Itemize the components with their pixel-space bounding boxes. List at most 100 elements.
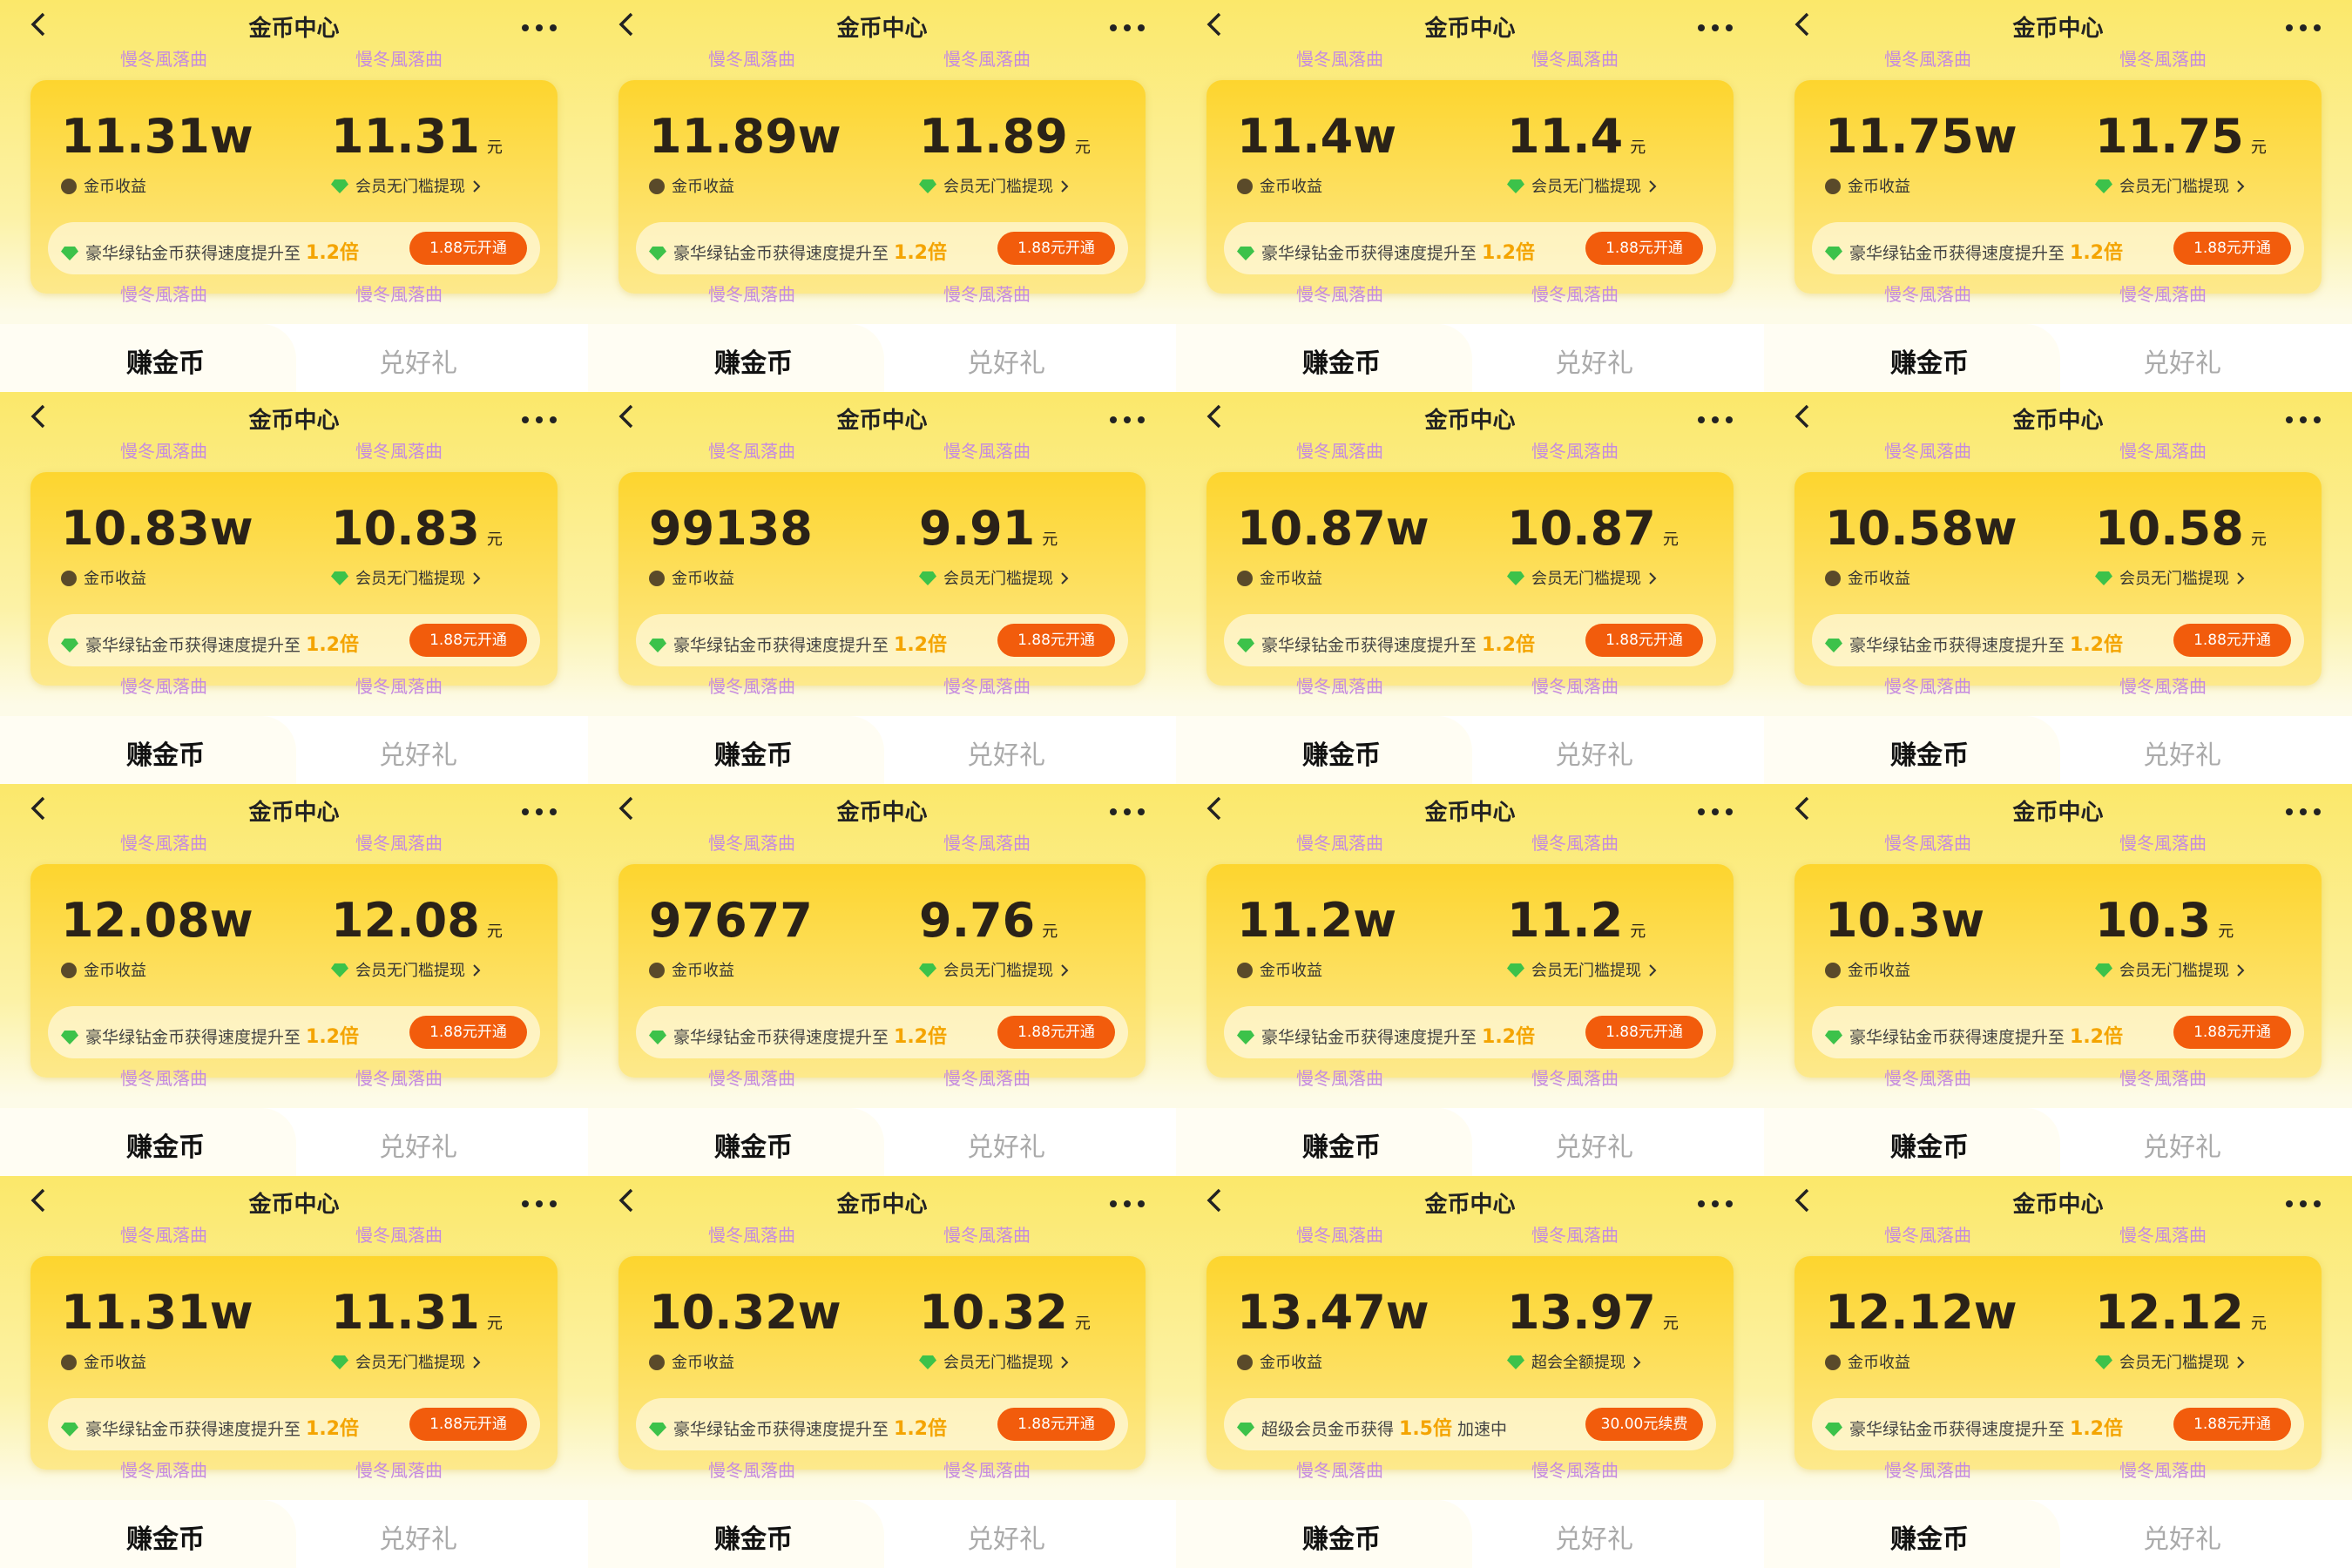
more-button[interactable] bbox=[2282, 803, 2324, 815]
tab-redeem[interactable]: 兑好礼 bbox=[379, 740, 457, 771]
promo-prefix: 豪华绿钻金币获得速度提升至 bbox=[1849, 636, 2065, 655]
tab-earn[interactable]: 赚金币 bbox=[126, 1524, 205, 1555]
more-button[interactable] bbox=[1106, 1195, 1148, 1207]
tab-redeem[interactable]: 兑好礼 bbox=[379, 1524, 457, 1555]
withdraw-link[interactable]: 超会全额提现 bbox=[1507, 1350, 1643, 1373]
back-button[interactable] bbox=[26, 401, 52, 432]
vip-button[interactable]: 1.88元开通 bbox=[997, 624, 1115, 657]
back-button[interactable] bbox=[1202, 9, 1228, 40]
vip-button[interactable]: 1.88元开通 bbox=[2173, 1408, 2291, 1441]
more-button[interactable] bbox=[518, 19, 560, 31]
more-button[interactable] bbox=[1694, 1195, 1736, 1207]
tab-earn[interactable]: 赚金币 bbox=[126, 740, 205, 771]
more-button[interactable] bbox=[1106, 803, 1148, 815]
vip-button[interactable]: 1.88元开通 bbox=[409, 232, 527, 265]
vip-button[interactable]: 1.88元开通 bbox=[2173, 1016, 2291, 1049]
withdraw-link[interactable]: 会员无门槛提现 bbox=[1507, 566, 1659, 589]
withdraw-link[interactable]: 会员无门槛提现 bbox=[1507, 174, 1659, 197]
tab-earn[interactable]: 赚金币 bbox=[126, 1132, 205, 1163]
tab-earn[interactable]: 赚金币 bbox=[1302, 1132, 1381, 1163]
app-screenshot: 金币中心慢冬風落曲慢冬風落曲慢冬風落曲慢冬風落曲慢冬風落曲慢冬風落曲12.12w… bbox=[1764, 1176, 2352, 1568]
back-button[interactable] bbox=[1202, 1185, 1228, 1216]
more-button[interactable] bbox=[518, 1195, 560, 1207]
vip-button[interactable]: 1.88元开通 bbox=[1585, 232, 1703, 265]
withdraw-link[interactable]: 会员无门槛提现 bbox=[2095, 958, 2247, 981]
vip-button[interactable]: 30.00元续费 bbox=[1585, 1408, 1703, 1441]
vip-button[interactable]: 1.88元开通 bbox=[997, 232, 1115, 265]
more-button[interactable] bbox=[2282, 411, 2324, 423]
more-button[interactable] bbox=[1106, 411, 1148, 423]
vip-button[interactable]: 1.88元开通 bbox=[2173, 232, 2291, 265]
more-button[interactable] bbox=[2282, 19, 2324, 31]
withdraw-link[interactable]: 会员无门槛提现 bbox=[331, 1350, 483, 1373]
back-button[interactable] bbox=[614, 1185, 640, 1216]
more-button[interactable] bbox=[1106, 19, 1148, 31]
tab-redeem[interactable]: 兑好礼 bbox=[2143, 348, 2221, 379]
tab-redeem[interactable]: 兑好礼 bbox=[967, 740, 1045, 771]
more-button[interactable] bbox=[1694, 19, 1736, 31]
withdraw-link[interactable]: 会员无门槛提现 bbox=[2095, 174, 2247, 197]
vip-button[interactable]: 1.88元开通 bbox=[2173, 624, 2291, 657]
vip-button[interactable]: 1.88元开通 bbox=[1585, 1016, 1703, 1049]
more-button[interactable] bbox=[1694, 803, 1736, 815]
tab-redeem[interactable]: 兑好礼 bbox=[2143, 1132, 2221, 1163]
back-button[interactable] bbox=[26, 793, 52, 824]
back-button[interactable] bbox=[614, 9, 640, 40]
vip-button[interactable]: 1.88元开通 bbox=[409, 624, 527, 657]
back-button[interactable] bbox=[1202, 401, 1228, 432]
withdraw-link[interactable]: 会员无门槛提现 bbox=[2095, 1350, 2247, 1373]
tab-redeem[interactable]: 兑好礼 bbox=[1555, 740, 1633, 771]
back-button[interactable] bbox=[1790, 9, 1816, 40]
tab-redeem[interactable]: 兑好礼 bbox=[967, 1524, 1045, 1555]
tab-earn[interactable]: 赚金币 bbox=[1302, 1524, 1381, 1555]
tab-redeem[interactable]: 兑好礼 bbox=[967, 1132, 1045, 1163]
tab-earn[interactable]: 赚金币 bbox=[714, 740, 793, 771]
tab-earn[interactable]: 赚金币 bbox=[1890, 348, 1969, 379]
withdraw-link[interactable]: 会员无门槛提现 bbox=[919, 1350, 1071, 1373]
back-button[interactable] bbox=[1790, 1185, 1816, 1216]
back-button[interactable] bbox=[26, 9, 52, 40]
tab-redeem[interactable]: 兑好礼 bbox=[1555, 1132, 1633, 1163]
withdraw-link[interactable]: 会员无门槛提现 bbox=[1507, 958, 1659, 981]
more-button[interactable] bbox=[2282, 1195, 2324, 1207]
withdraw-link[interactable]: 会员无门槛提现 bbox=[331, 566, 483, 589]
watermark: 慢冬風落曲 bbox=[2119, 1068, 2207, 1089]
vip-button[interactable]: 1.88元开通 bbox=[997, 1016, 1115, 1049]
watermark: 慢冬風落曲 bbox=[708, 284, 795, 305]
back-button[interactable] bbox=[1790, 793, 1816, 824]
more-button[interactable] bbox=[1694, 411, 1736, 423]
tab-redeem[interactable]: 兑好礼 bbox=[1555, 1524, 1633, 1555]
more-button[interactable] bbox=[518, 411, 560, 423]
vip-button[interactable]: 1.88元开通 bbox=[1585, 624, 1703, 657]
more-button[interactable] bbox=[518, 803, 560, 815]
tab-earn[interactable]: 赚金币 bbox=[1890, 740, 1969, 771]
tab-earn[interactable]: 赚金币 bbox=[714, 1132, 793, 1163]
back-button[interactable] bbox=[614, 793, 640, 824]
tab-earn[interactable]: 赚金币 bbox=[1890, 1132, 1969, 1163]
withdraw-link[interactable]: 会员无门槛提现 bbox=[919, 566, 1071, 589]
tab-redeem[interactable]: 兑好礼 bbox=[2143, 1524, 2221, 1555]
back-button[interactable] bbox=[26, 1185, 52, 1216]
tab-redeem[interactable]: 兑好礼 bbox=[379, 1132, 457, 1163]
back-button[interactable] bbox=[1790, 401, 1816, 432]
withdraw-link[interactable]: 会员无门槛提现 bbox=[331, 958, 483, 981]
tab-earn[interactable]: 赚金币 bbox=[1302, 348, 1381, 379]
tab-earn[interactable]: 赚金币 bbox=[714, 348, 793, 379]
withdraw-link[interactable]: 会员无门槛提现 bbox=[2095, 566, 2247, 589]
tab-redeem[interactable]: 兑好礼 bbox=[967, 348, 1045, 379]
back-button[interactable] bbox=[614, 401, 640, 432]
tab-earn[interactable]: 赚金币 bbox=[1302, 740, 1381, 771]
withdraw-link[interactable]: 会员无门槛提现 bbox=[919, 958, 1071, 981]
tab-redeem[interactable]: 兑好礼 bbox=[1555, 348, 1633, 379]
vip-button[interactable]: 1.88元开通 bbox=[409, 1016, 527, 1049]
vip-button[interactable]: 1.88元开通 bbox=[409, 1408, 527, 1441]
withdraw-link[interactable]: 会员无门槛提现 bbox=[919, 174, 1071, 197]
back-button[interactable] bbox=[1202, 793, 1228, 824]
tab-earn[interactable]: 赚金币 bbox=[126, 348, 205, 379]
tab-earn[interactable]: 赚金币 bbox=[1890, 1524, 1969, 1555]
vip-button[interactable]: 1.88元开通 bbox=[997, 1408, 1115, 1441]
withdraw-link[interactable]: 会员无门槛提现 bbox=[331, 174, 483, 197]
tab-earn[interactable]: 赚金币 bbox=[714, 1524, 793, 1555]
tab-redeem[interactable]: 兑好礼 bbox=[2143, 740, 2221, 771]
tab-redeem[interactable]: 兑好礼 bbox=[379, 348, 457, 379]
